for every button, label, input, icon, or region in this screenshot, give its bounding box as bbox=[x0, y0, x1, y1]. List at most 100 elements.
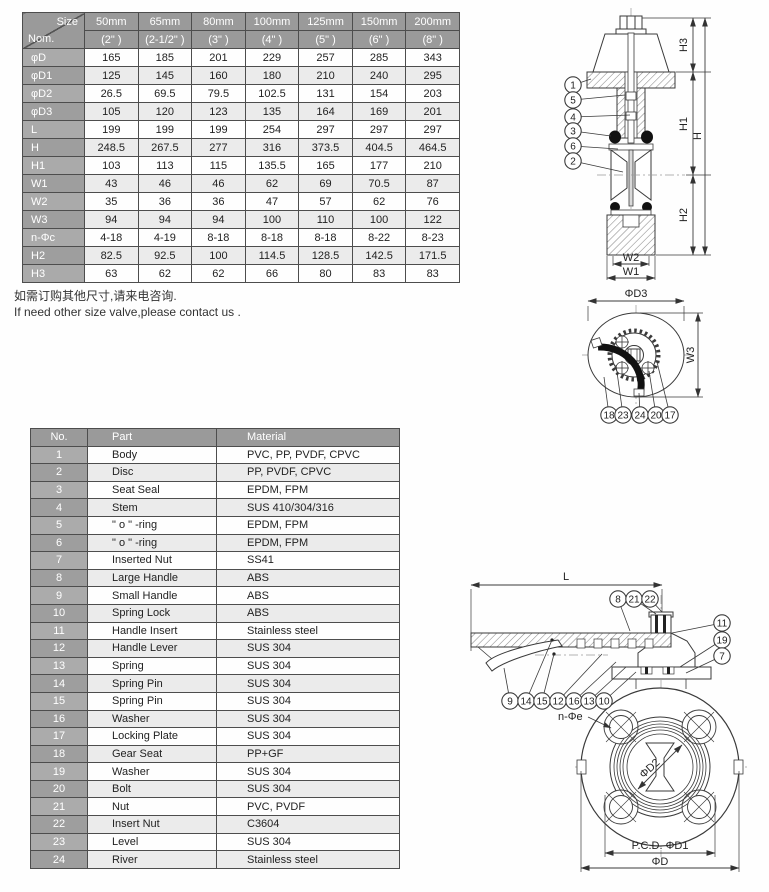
parts-row-no: 15 bbox=[30, 691, 88, 711]
parts-row-material: Stainless steel bbox=[216, 850, 400, 869]
dim-value-cell: 165 bbox=[84, 48, 139, 67]
balloon-number: 23 bbox=[617, 411, 629, 422]
dim-value-cell: 66 bbox=[244, 264, 300, 283]
dim-value-cell: 164 bbox=[298, 102, 353, 121]
dim-value-cell: 297 bbox=[298, 120, 353, 139]
parts-row-no: 2 bbox=[30, 463, 88, 482]
parts-table-row: 22 Insert Nut C3604 bbox=[30, 815, 400, 834]
parts-header-material: Material bbox=[216, 428, 400, 447]
parts-table-row: 7 Inserted Nut SS41 bbox=[30, 551, 400, 570]
parts-row-no: 8 bbox=[30, 568, 88, 588]
parts-row-material: SUS 304 bbox=[216, 832, 400, 852]
dim-value-cell: 210 bbox=[405, 156, 460, 175]
order-note: 如需订购其他尺寸,请来电咨询. If need other size valve… bbox=[14, 288, 241, 320]
parts-table-row: 9 Small Handle ABS bbox=[30, 586, 400, 605]
dim-value-cell: 83 bbox=[405, 264, 460, 283]
parts-table-row: 16 Washer SUS 304 bbox=[30, 709, 400, 729]
dim-value-cell: 297 bbox=[351, 120, 407, 139]
parts-table-row: 1 Body PVC, PP, PVDF, CPVC bbox=[30, 445, 400, 465]
dim-value-cell: 145 bbox=[137, 66, 193, 85]
dim-value-cell: 464.5 bbox=[405, 138, 460, 157]
dim-value-cell: 36 bbox=[191, 192, 246, 211]
parts-table-row: 21 Nut PVC, PVDF bbox=[30, 797, 400, 817]
parts-table-row: 23 Level SUS 304 bbox=[30, 832, 400, 852]
dim-table-row: L 199 199 199 254 297 297 297 bbox=[22, 120, 460, 139]
o-ring-groove-upper bbox=[625, 91, 637, 101]
balloon-number: 15 bbox=[536, 697, 548, 708]
dim-line-d2 bbox=[637, 744, 683, 790]
dim-row-label: φD3 bbox=[22, 102, 85, 121]
dim-label-d: ΦD bbox=[652, 856, 669, 868]
dim-value-cell: 267.5 bbox=[137, 138, 193, 157]
dim-label-w1: W1 bbox=[623, 266, 640, 278]
dim-value-cell: 62 bbox=[191, 264, 246, 283]
parts-row-part: " o " -ring bbox=[87, 515, 217, 535]
parts-row-part: Level bbox=[87, 832, 217, 852]
parts-row-material: SUS 304 bbox=[216, 639, 400, 658]
parts-row-no: 21 bbox=[30, 797, 88, 817]
balloon-number: 21 bbox=[628, 595, 640, 606]
parts-row-no: 12 bbox=[30, 639, 88, 658]
o-ring-groove-lower bbox=[625, 111, 637, 121]
parts-row-part: " o " -ring bbox=[87, 533, 217, 553]
corner-nom-label: Nom. bbox=[28, 33, 55, 45]
balloon-number: 22 bbox=[644, 595, 656, 606]
dim-col-inch: (8" ) bbox=[405, 30, 460, 49]
balloon-leader bbox=[656, 361, 671, 416]
dim-value-cell: 177 bbox=[351, 156, 407, 175]
parts-row-part: Nut bbox=[87, 797, 217, 817]
dim-label-l: L bbox=[563, 571, 569, 583]
dim-value-cell: 46 bbox=[137, 174, 193, 193]
balloon-circle bbox=[564, 91, 582, 109]
dim-col-inch: (6" ) bbox=[351, 30, 407, 49]
dim-table-row: φD2 26.5 69.5 79.5 102.5 131 154 203 bbox=[22, 84, 460, 103]
dim-value-cell: 297 bbox=[405, 120, 460, 139]
parts-row-material: PP+GF bbox=[216, 744, 400, 764]
dim-value-cell: 316 bbox=[244, 138, 300, 157]
o-ring-right bbox=[641, 130, 653, 144]
dim-value-cell: 92.5 bbox=[137, 246, 193, 265]
dim-value-cell: 94 bbox=[191, 210, 246, 229]
parts-row-material: SUS 304 bbox=[216, 709, 400, 729]
parts-row-material: SUS 304 bbox=[216, 762, 400, 781]
dim-value-cell: 343 bbox=[405, 48, 460, 67]
dim-table-row: W2 35 36 36 47 57 62 76 bbox=[22, 192, 460, 211]
parts-row-part: Large Handle bbox=[87, 568, 217, 588]
dim-value-cell: 210 bbox=[298, 66, 353, 85]
dim-col-inch: (3" ) bbox=[191, 30, 246, 49]
dim-value-cell: 135 bbox=[244, 102, 300, 121]
parts-row-no: 17 bbox=[30, 727, 88, 746]
parts-row-no: 14 bbox=[30, 674, 88, 693]
dim-value-cell: 203 bbox=[405, 84, 460, 103]
dim-col-header: 100mm bbox=[244, 12, 300, 31]
parts-header-part: Part bbox=[87, 428, 217, 447]
dim-table-row: H2 82.5 92.5 100 114.5 128.5 142.5 171.5 bbox=[22, 246, 460, 265]
parts-table-row: 11 Handle Insert Stainless steel bbox=[30, 621, 400, 641]
dim-row-label: φD2 bbox=[22, 84, 85, 103]
dim-value-cell: 8-22 bbox=[351, 228, 407, 247]
parts-row-part: Small Handle bbox=[87, 586, 217, 605]
balloon-circle bbox=[713, 614, 731, 632]
dim-value-cell: 43 bbox=[84, 174, 139, 193]
parts-row-no: 19 bbox=[30, 762, 88, 781]
note-chinese: 如需订购其他尺寸,请来电咨询. bbox=[14, 289, 177, 303]
dim-value-cell: 100 bbox=[351, 210, 407, 229]
parts-row-part: Spring bbox=[87, 656, 217, 676]
parts-table-row: 19 Washer SUS 304 bbox=[30, 762, 400, 781]
parts-row-part: Spring Pin bbox=[87, 674, 217, 693]
parts-table-row: 10 Spring Lock ABS bbox=[30, 603, 400, 623]
dim-value-cell: 79.5 bbox=[191, 84, 246, 103]
dim-row-label: φD bbox=[22, 48, 85, 67]
parts-row-part: Disc bbox=[87, 463, 217, 482]
parts-row-material: EPDM, FPM bbox=[216, 480, 400, 500]
parts-row-part: Insert Nut bbox=[87, 815, 217, 834]
dim-value-cell: 373.5 bbox=[298, 138, 353, 157]
screws bbox=[615, 335, 655, 375]
dim-row-label: H3 bbox=[22, 264, 85, 283]
parts-row-material: PVC, PVDF bbox=[216, 797, 400, 817]
parts-row-no: 18 bbox=[30, 744, 88, 764]
balloon-leader bbox=[557, 653, 603, 702]
parts-row-material: EPDM, FPM bbox=[216, 533, 400, 553]
parts-row-material: ABS bbox=[216, 586, 400, 605]
